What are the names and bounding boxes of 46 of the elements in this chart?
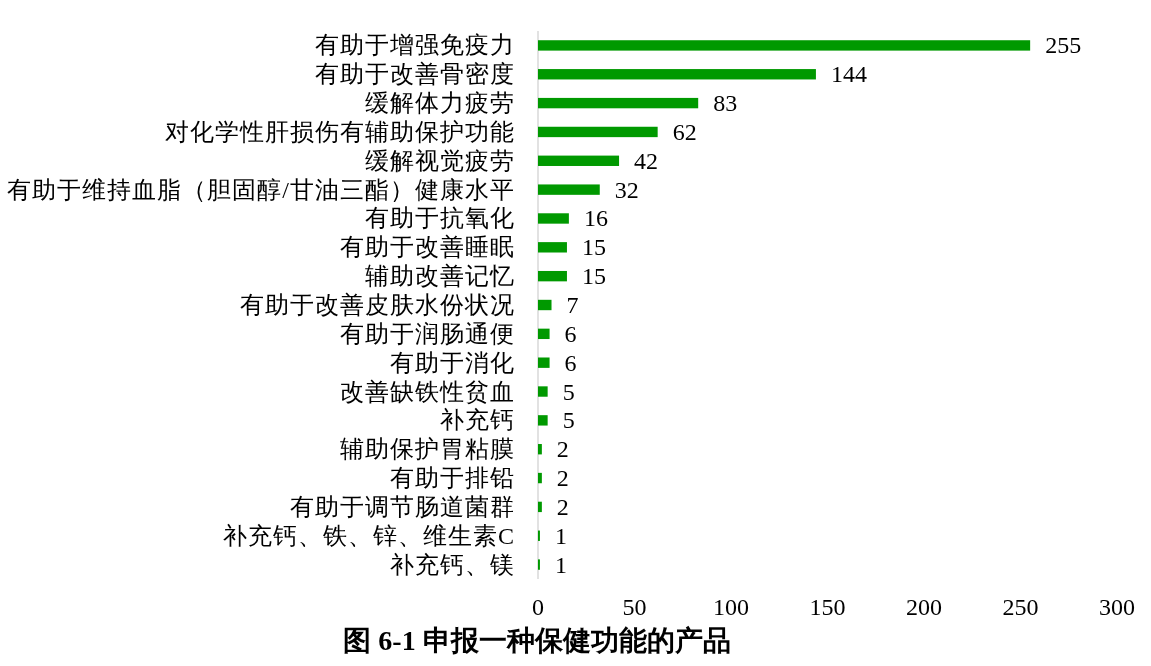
data-label: 42 xyxy=(634,147,659,174)
y-tick-label: 有助于改善皮肤水份状况 xyxy=(240,292,515,318)
data-label: 7 xyxy=(566,292,579,318)
data-label: 15 xyxy=(581,263,606,290)
data-label: 6 xyxy=(564,349,577,376)
y-tick-label: 补充钙、镁 xyxy=(390,551,515,578)
y-tick-label: 有助于调节肠道菌群 xyxy=(290,493,515,520)
y-tick-label: 缓解视觉疲劳 xyxy=(365,147,515,174)
x-tick-label: 300 xyxy=(1099,594,1135,620)
y-tick-label: 对化学性肝损伤有辅助保护功能 xyxy=(165,118,515,145)
y-tick-label: 有助于润肠通便 xyxy=(340,320,515,347)
y-tick-label: 有助于改善骨密度 xyxy=(315,61,515,88)
x-tick-label: 200 xyxy=(906,594,942,620)
y-tick-label: 辅助保护胃粘膜 xyxy=(340,436,515,463)
data-label: 1 xyxy=(554,551,567,578)
x-tick-label: 0 xyxy=(532,594,544,620)
data-label: 1 xyxy=(554,522,567,549)
data-label: 144 xyxy=(830,61,867,88)
y-tick-label: 有助于抗氧化 xyxy=(365,205,515,232)
data-label: 2 xyxy=(556,493,569,520)
y-tick-label: 有助于增强免疫力 xyxy=(315,32,515,59)
y-tick-label: 有助于改善睡眠 xyxy=(340,234,515,261)
data-label: 5 xyxy=(562,407,575,434)
data-label: 255 xyxy=(1045,32,1082,59)
data-label: 15 xyxy=(581,234,606,261)
y-tick-label: 补充钙 xyxy=(440,407,515,434)
y-tick-label: 有助于维持血脂（胆固醇/甘油三酯）健康水平 xyxy=(7,176,515,203)
data-label: 2 xyxy=(556,465,569,492)
x-tick-label: 100 xyxy=(713,594,749,620)
data-label: 62 xyxy=(672,118,697,145)
data-label: 83 xyxy=(713,90,738,117)
data-label: 32 xyxy=(614,176,639,203)
y-tick-label: 改善缺铁性贫血 xyxy=(340,378,515,405)
y-tick-label: 有助于消化 xyxy=(390,349,515,376)
x-tick-label: 50 xyxy=(622,594,647,620)
title: 图 6-1 申报一种保健功能的产品 xyxy=(343,624,731,656)
data-label: 16 xyxy=(583,205,608,232)
x-tick-label: 150 xyxy=(809,594,846,620)
data-label: 5 xyxy=(562,378,575,405)
y-tick-label: 补充钙、铁、锌、维生素C xyxy=(223,522,515,549)
y-tick-label: 缓解体力疲劳 xyxy=(365,90,515,117)
data-label: 6 xyxy=(564,320,577,347)
x-tick-label: 250 xyxy=(1002,594,1039,620)
y-tick-label: 辅助改善记忆 xyxy=(365,263,515,290)
y-tick-label: 有助于排铅 xyxy=(390,465,515,492)
data-label: 2 xyxy=(556,436,569,463)
